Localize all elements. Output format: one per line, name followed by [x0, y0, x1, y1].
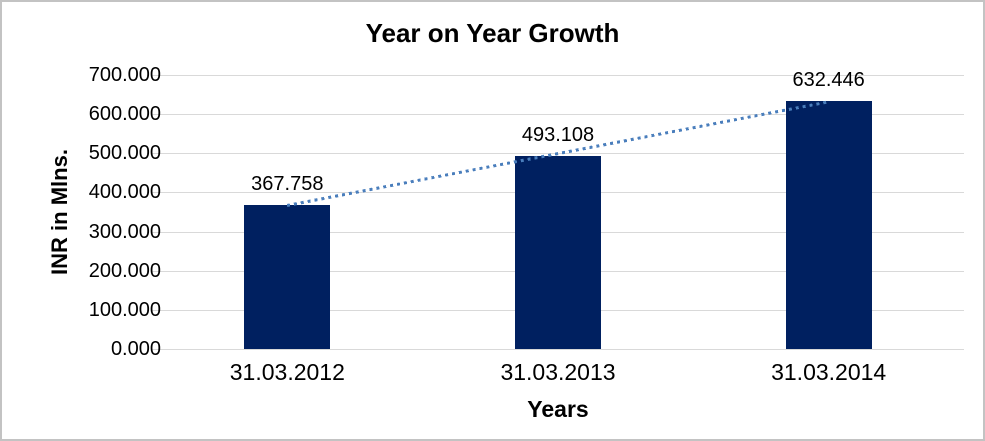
y-tick-label: 100.000 — [88, 298, 161, 321]
x-axis-title: Years — [527, 396, 589, 422]
y-tick-label: 200.000 — [88, 259, 161, 282]
chart-title: Year on Year Growth — [365, 18, 620, 48]
y-tick-label: 500.000 — [88, 142, 161, 165]
bar-data-label: 367.758 — [251, 173, 324, 196]
y-tick-label: 300.000 — [88, 220, 161, 243]
bar — [244, 205, 331, 349]
bar-data-label: 493.108 — [521, 123, 595, 146]
x-tick-label: 31.03.2012 — [229, 359, 345, 385]
x-tick-label: 31.03.2014 — [771, 359, 887, 385]
y-tick-label: 600.000 — [88, 103, 161, 126]
bar — [515, 155, 601, 349]
y-tick-label: 400.000 — [88, 181, 161, 204]
x-tick-label: 31.03.2013 — [500, 359, 616, 385]
plot-area: 367.758 493.108 632.446 — [152, 69, 964, 350]
gridline — [152, 114, 964, 116]
gridline — [152, 75, 964, 76]
bar-data-label: 632.446 — [792, 69, 865, 92]
gridline — [152, 349, 964, 350]
y-tick-label: 0.000 — [110, 338, 161, 360]
y-tick-label: 700.000 — [88, 64, 161, 86]
y-axis-title: INR in Mlns. — [47, 149, 72, 275]
bar — [785, 101, 872, 349]
